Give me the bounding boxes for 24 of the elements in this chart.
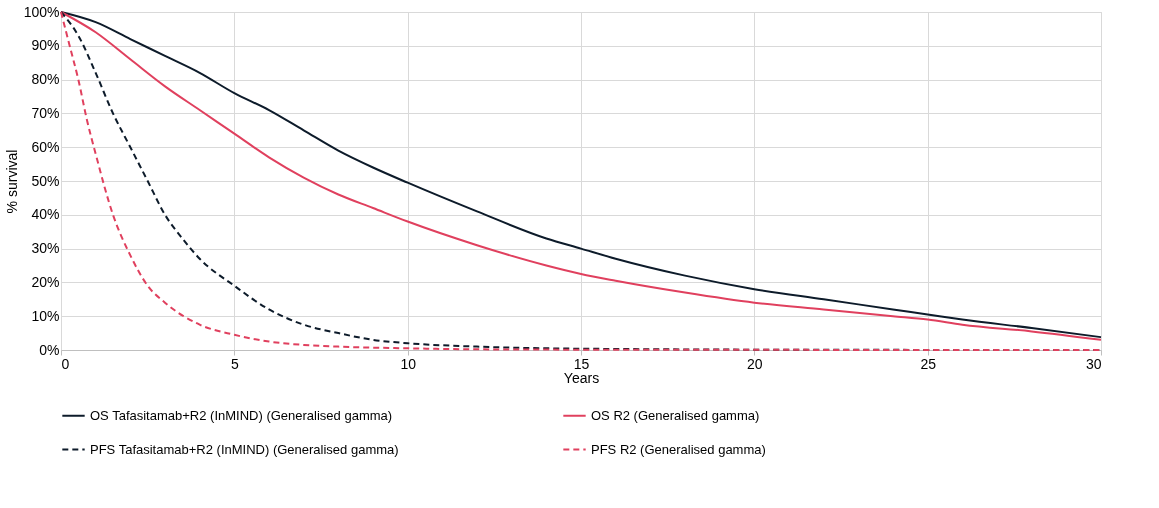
x-tick-label: 5 — [230, 355, 239, 372]
x-axis-title: Years — [563, 369, 600, 386]
x-tick-label: 15 — [573, 355, 590, 372]
x-tick-label: 20 — [747, 355, 763, 372]
y-tick-label: 0% — [39, 341, 60, 358]
y-tick-label: 100% — [23, 3, 60, 20]
y-tick-label: 70% — [31, 104, 60, 121]
y-tick-label: 10% — [31, 307, 60, 324]
legend-label: PFS Tafasitamab+R2 (InMIND) (Generalised gamma) — [90, 441, 399, 457]
x-tick-label: 30 — [1085, 355, 1102, 372]
y-tick-label: 40% — [31, 206, 60, 223]
legend-label: OS R2 (Generalised gamma) — [591, 407, 760, 423]
x-tick-label: 25 — [920, 355, 937, 372]
y-axis-title: % survival — [3, 149, 20, 214]
y-tick-label: 50% — [31, 172, 60, 189]
x-tick-label: 0 — [61, 355, 70, 372]
legend-label: OS Tafasitamab+R2 (InMIND) (Generalised gamma) — [90, 407, 393, 423]
y-tick-label: 80% — [31, 71, 60, 88]
y-tick-label: 90% — [31, 37, 60, 54]
y-tick-label: 30% — [31, 240, 60, 257]
x-tick-label: 10 — [400, 355, 417, 372]
y-tick-label: 20% — [31, 273, 60, 290]
legend-label: PFS R2 (Generalised gamma) — [591, 441, 766, 457]
y-tick-label: 60% — [31, 138, 60, 155]
